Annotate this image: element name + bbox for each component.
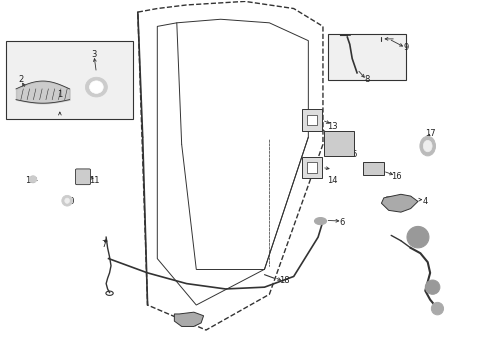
FancyBboxPatch shape: [308, 115, 317, 125]
FancyBboxPatch shape: [328, 33, 406, 80]
Text: 14: 14: [327, 176, 338, 185]
Text: 10: 10: [64, 197, 75, 206]
Ellipse shape: [425, 280, 440, 294]
Text: 11: 11: [89, 176, 99, 185]
Text: 5: 5: [194, 318, 199, 327]
Text: 7: 7: [101, 240, 106, 249]
Ellipse shape: [431, 302, 443, 315]
FancyBboxPatch shape: [302, 157, 322, 179]
FancyBboxPatch shape: [324, 131, 354, 156]
Text: 16: 16: [391, 172, 401, 181]
Polygon shape: [174, 312, 203, 327]
Text: 17: 17: [425, 129, 436, 138]
Text: 13: 13: [327, 122, 338, 131]
FancyBboxPatch shape: [308, 162, 317, 173]
Text: 15: 15: [347, 150, 357, 159]
Text: 2: 2: [18, 76, 24, 85]
Text: 1: 1: [57, 90, 63, 99]
Ellipse shape: [423, 140, 432, 152]
Ellipse shape: [420, 136, 436, 156]
Ellipse shape: [65, 198, 70, 203]
Text: 8: 8: [364, 76, 369, 85]
Ellipse shape: [90, 81, 103, 93]
FancyBboxPatch shape: [6, 41, 133, 119]
FancyBboxPatch shape: [302, 109, 322, 131]
Text: 3: 3: [91, 50, 97, 59]
Polygon shape: [381, 194, 418, 212]
FancyBboxPatch shape: [364, 162, 384, 175]
Text: 9: 9: [403, 43, 408, 52]
Ellipse shape: [62, 195, 73, 206]
Text: 6: 6: [340, 219, 345, 228]
Ellipse shape: [315, 217, 327, 225]
Text: 18: 18: [279, 275, 289, 284]
Text: 12: 12: [25, 176, 36, 185]
Ellipse shape: [85, 77, 107, 97]
Ellipse shape: [29, 176, 37, 183]
FancyBboxPatch shape: [75, 169, 91, 185]
Ellipse shape: [407, 226, 429, 248]
Text: 4: 4: [423, 197, 428, 206]
